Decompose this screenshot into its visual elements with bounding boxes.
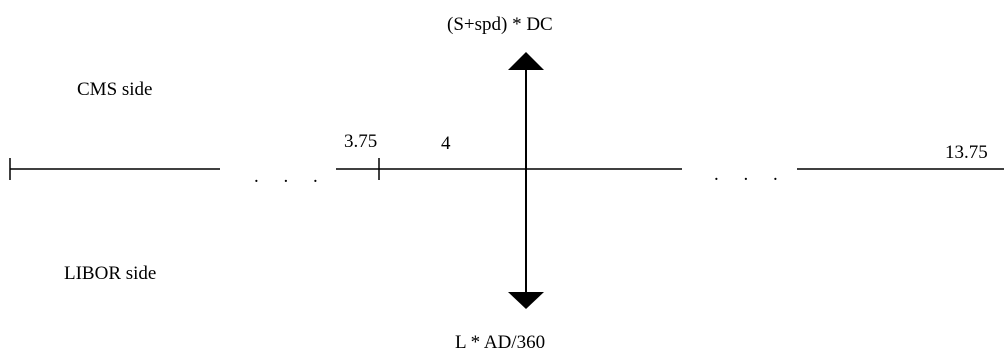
libor-side-label: LIBOR side bbox=[64, 263, 157, 284]
top-cash-flow-label: (S+spd) * DC bbox=[447, 14, 553, 35]
cms-side-label: CMS side bbox=[77, 79, 153, 100]
timeline-start-value: 3.75 bbox=[344, 131, 378, 152]
timeline-end-value: 13.75 bbox=[945, 142, 988, 163]
bottom-cash-flow-label: L * AD/360 bbox=[455, 332, 546, 353]
up-arrow-icon bbox=[508, 52, 544, 70]
timeline-ellipsis-left: . . . bbox=[254, 166, 328, 187]
down-arrow-icon bbox=[508, 292, 544, 309]
timeline-ellipsis-right: . . . bbox=[714, 164, 788, 185]
timeline-center-value: 4 bbox=[441, 133, 451, 154]
